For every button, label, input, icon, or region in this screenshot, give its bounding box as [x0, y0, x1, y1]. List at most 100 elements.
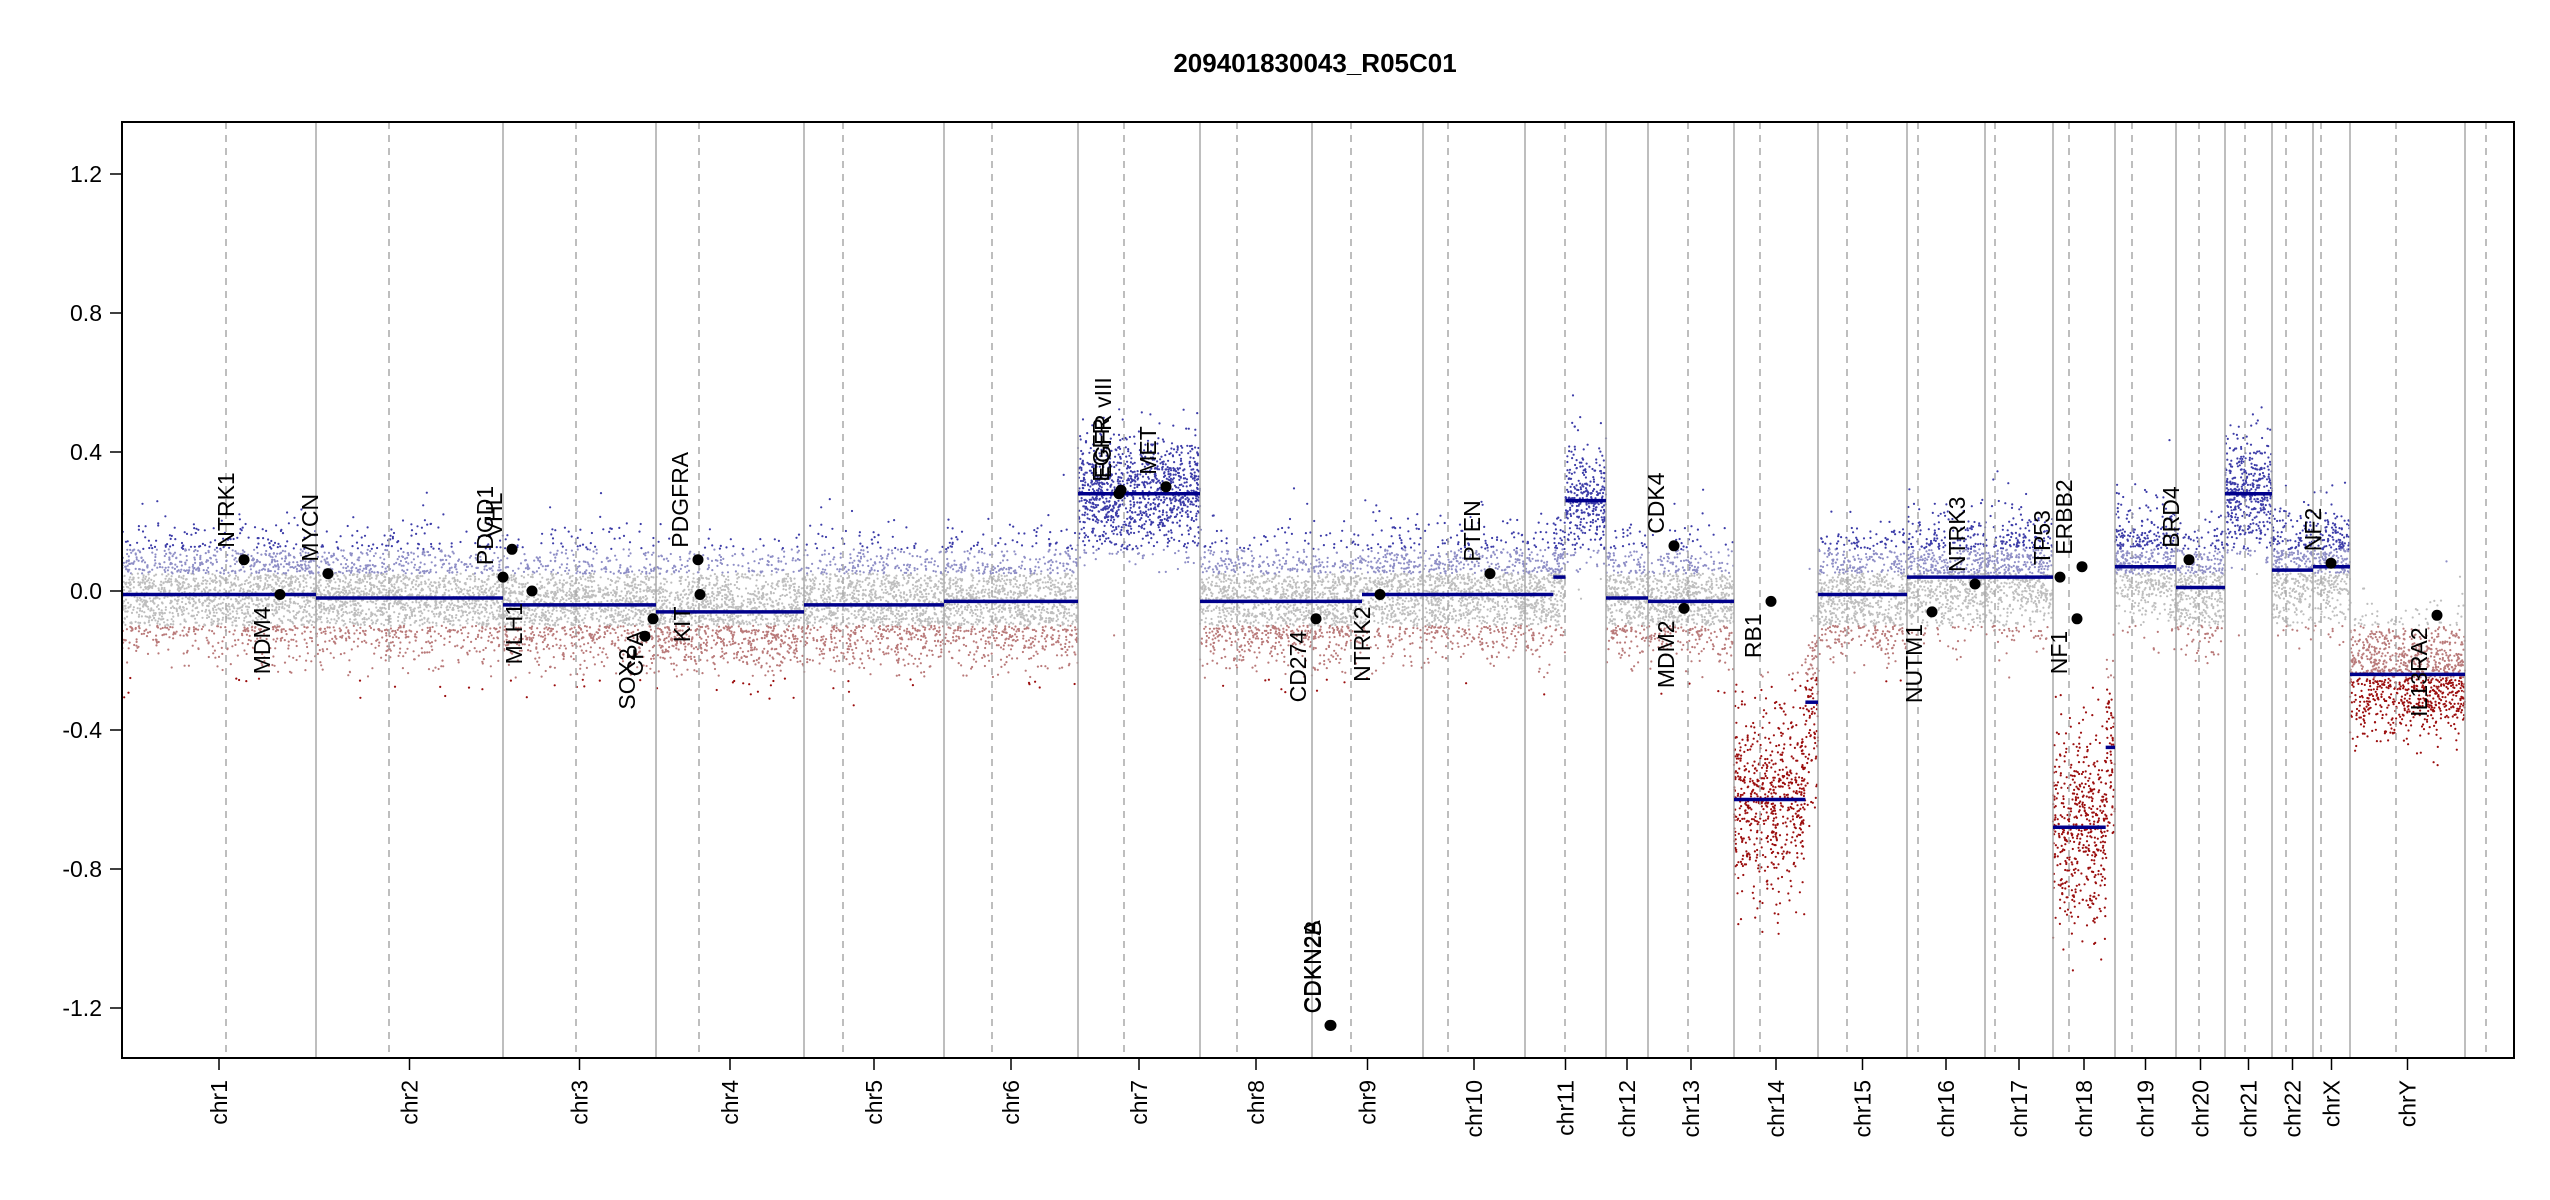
- probe-point: [543, 627, 546, 630]
- probe-point: [652, 596, 655, 599]
- probe-point: [353, 632, 356, 635]
- probe-point: [350, 610, 353, 614]
- probe-point: [607, 577, 610, 580]
- probe-point: [485, 600, 489, 603]
- probe-point: [552, 568, 555, 572]
- probe-point: [651, 654, 655, 658]
- probe-point: [154, 573, 158, 576]
- probe-point: [271, 556, 274, 559]
- probe-point: [491, 611, 494, 614]
- probe-point: [427, 603, 430, 607]
- probe-point: [303, 605, 307, 609]
- probe-point: [141, 581, 144, 584]
- probe-point: [256, 618, 259, 621]
- probe-point: [180, 541, 184, 545]
- probe-point: [650, 590, 653, 593]
- probe-point: [281, 532, 285, 535]
- probe-point: [262, 587, 266, 590]
- probe-point: [617, 569, 621, 572]
- probe-point: [441, 579, 444, 583]
- probe-point: [319, 591, 322, 594]
- probe-point: [349, 553, 352, 556]
- probe-point: [650, 657, 653, 661]
- probe-point: [170, 534, 173, 538]
- probe-point: [337, 593, 340, 597]
- probe-point: [645, 572, 648, 575]
- probe-point: [611, 640, 614, 643]
- probe-point: [206, 580, 209, 583]
- probe-point: [142, 574, 145, 577]
- probe-point: [337, 587, 340, 590]
- probe-point: [135, 638, 138, 641]
- probe-point: [197, 528, 200, 531]
- probe-point: [478, 650, 481, 653]
- probe-point: [155, 644, 158, 647]
- probe-point: [468, 602, 471, 606]
- probe-point: [548, 627, 551, 630]
- probe-point: [277, 608, 281, 611]
- probe-point: [312, 559, 315, 562]
- probe-point: [190, 614, 193, 617]
- probe-point: [585, 625, 588, 628]
- probe-point: [423, 551, 426, 554]
- probe-point: [234, 570, 237, 573]
- probe-point: [130, 611, 134, 615]
- probe-point: [439, 558, 442, 562]
- probe-point: [452, 606, 455, 610]
- probe-point: [272, 628, 275, 631]
- probe-point: [313, 613, 316, 616]
- probe-point: [390, 528, 393, 531]
- probe-point: [195, 577, 198, 580]
- probe-point: [455, 614, 458, 617]
- probe-point: [376, 593, 379, 596]
- probe-point: [541, 532, 544, 535]
- probe-point: [619, 566, 622, 569]
- probe-point: [171, 605, 174, 608]
- probe-point: [125, 615, 129, 618]
- probe-point: [584, 578, 587, 581]
- probe-point: [391, 641, 394, 644]
- probe-point: [152, 612, 156, 615]
- probe-point: [183, 531, 186, 534]
- probe-point: [464, 626, 467, 629]
- probe-point: [340, 563, 343, 566]
- probe-point: [276, 576, 279, 579]
- probe-point: [555, 643, 558, 646]
- probe-point: [278, 617, 281, 621]
- probe-point: [633, 615, 636, 618]
- probe-point: [245, 615, 248, 618]
- probe-point: [193, 587, 196, 591]
- probe-point: [456, 571, 459, 574]
- probe-point: [631, 623, 635, 626]
- probe-point: [397, 540, 400, 543]
- probe-point: [142, 603, 145, 606]
- probe-point: [345, 605, 348, 609]
- probe-point: [227, 575, 231, 578]
- probe-point: [428, 642, 432, 645]
- probe-point: [228, 605, 231, 608]
- probe-point: [206, 639, 209, 642]
- probe-point: [437, 667, 440, 671]
- probe-point: [222, 636, 226, 639]
- probe-point: [570, 606, 573, 609]
- probe-point: [196, 584, 199, 587]
- probe-point: [252, 612, 255, 615]
- probe-point: [229, 565, 232, 568]
- probe-point: [355, 604, 358, 607]
- probe-point: [556, 549, 559, 552]
- probe-point: [198, 624, 201, 627]
- probe-point: [145, 580, 148, 583]
- probe-point: [484, 646, 487, 650]
- probe-point: [663, 558, 666, 561]
- probe-point: [590, 636, 593, 639]
- probe-point: [619, 572, 622, 575]
- probe-point: [586, 548, 589, 551]
- probe-point: [342, 580, 345, 583]
- probe-point: [147, 539, 150, 542]
- probe-point: [275, 601, 278, 604]
- probe-point: [275, 610, 278, 613]
- probe-point: [423, 554, 426, 557]
- probe-point: [421, 651, 424, 654]
- probe-point: [382, 562, 386, 566]
- probe-point: [299, 569, 302, 572]
